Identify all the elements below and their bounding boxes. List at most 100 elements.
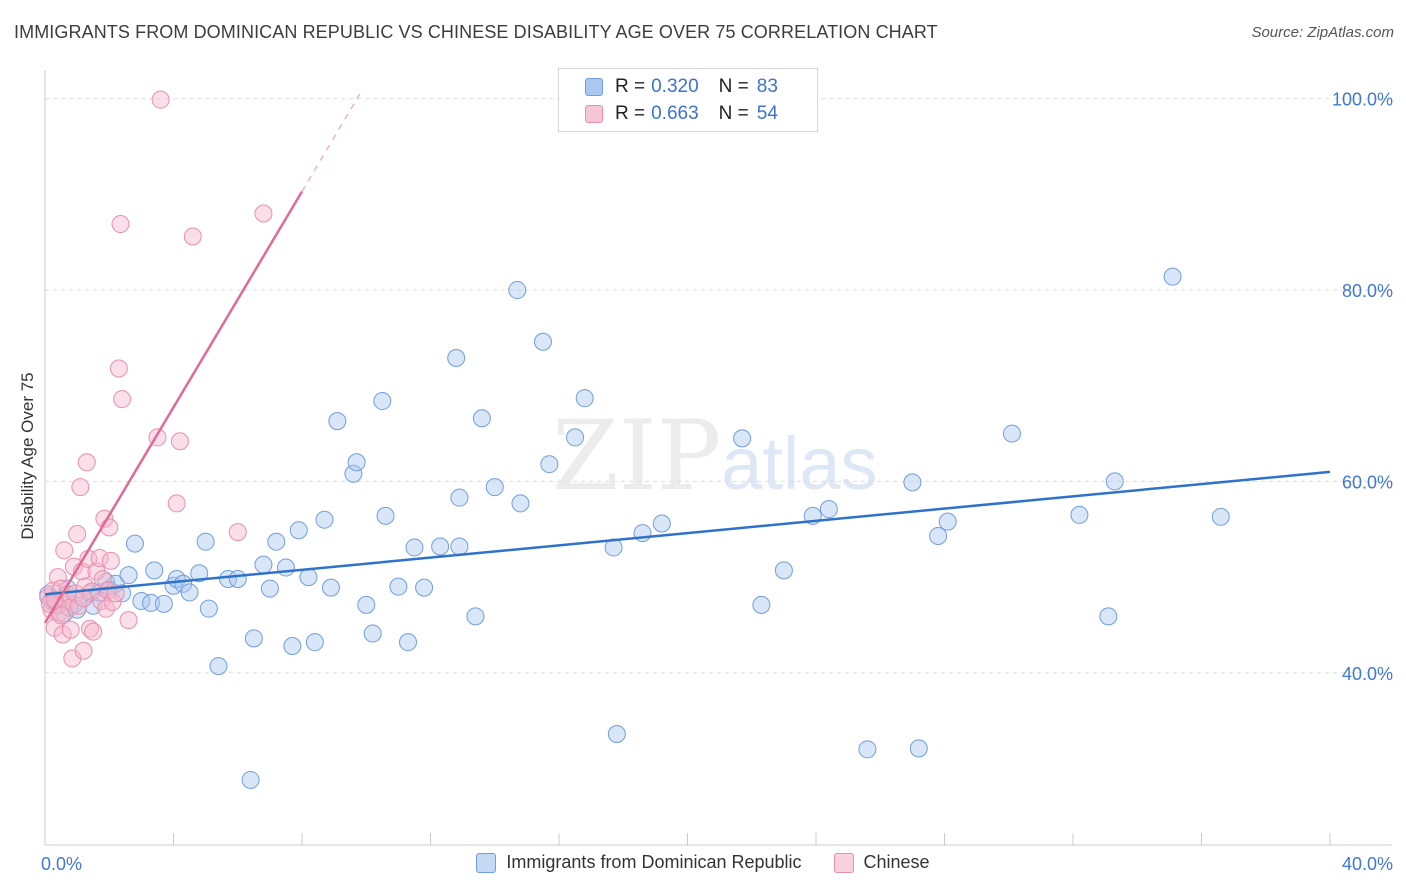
data-point-dominican: [260, 579, 279, 598]
data-point-chinese: [68, 525, 87, 544]
n-value: 54: [756, 103, 778, 124]
data-point-dominican: [1099, 607, 1118, 626]
data-point-chinese: [55, 541, 74, 560]
n-value: 83: [756, 76, 778, 97]
data-point-chinese: [167, 494, 186, 513]
data-point-chinese: [97, 599, 116, 618]
legend-swatch-blue: [476, 852, 497, 873]
source-credit: Source: ZipAtlas.com: [1251, 24, 1394, 41]
data-point-dominican: [276, 558, 295, 577]
data-point-chinese: [119, 611, 138, 630]
data-point-chinese: [109, 359, 128, 378]
data-point-dominican: [540, 455, 559, 474]
data-point-dominican: [283, 636, 302, 655]
data-point-dominican: [652, 514, 671, 533]
n-label: N =: [718, 103, 749, 124]
data-point-dominican: [929, 526, 948, 545]
data-point-dominican: [1211, 507, 1230, 526]
data-point-dominican: [1105, 472, 1124, 491]
trend-line-chinese: [43, 190, 304, 624]
data-point-dominican: [466, 607, 485, 626]
data-point-chinese: [71, 478, 90, 497]
data-point-dominican: [219, 570, 238, 589]
y-tick-label: 60.0%: [1342, 472, 1393, 492]
stats-row-dominican: R = 0.320 N = 83: [585, 75, 778, 99]
data-point-dominican: [315, 510, 334, 529]
trend-line-chinese-extension: [301, 93, 361, 192]
data-point-dominican: [209, 657, 228, 676]
trend-line-dominican: [44, 470, 1331, 596]
data-point-dominican: [774, 561, 793, 580]
legend-label-dominican: Immigrants from Dominican Republic: [506, 852, 802, 872]
data-point-chinese: [183, 227, 202, 246]
data-point-chinese: [84, 622, 103, 641]
data-point-chinese: [113, 390, 132, 409]
stats-legend: R = 0.320 N = 83 R = 0.663 N = 54: [558, 68, 818, 132]
legend-label-chinese: Chinese: [863, 852, 930, 872]
data-point-chinese: [74, 641, 93, 660]
data-point-chinese: [111, 215, 130, 234]
data-point-dominican: [938, 512, 957, 531]
data-point-dominican: [472, 409, 491, 428]
x-tick-label: 0.0%: [41, 854, 82, 874]
data-point-chinese: [61, 620, 80, 639]
data-point-dominican: [533, 332, 552, 351]
data-point-chinese: [90, 548, 109, 567]
data-point-dominican: [819, 500, 838, 519]
data-point-dominican: [903, 473, 922, 492]
data-point-chinese: [52, 606, 71, 625]
r-label: R =: [615, 76, 646, 97]
data-point-dominican: [199, 599, 218, 618]
data-point-dominican: [1070, 505, 1089, 524]
data-point-chinese: [228, 523, 247, 542]
data-point-dominican: [363, 624, 382, 643]
data-point-chinese: [87, 562, 106, 581]
data-point-dominican: [389, 577, 408, 596]
legend-item-dominican: Immigrants from Dominican Republic: [476, 852, 802, 873]
data-point-dominican: [154, 594, 173, 613]
data-point-dominican: [289, 521, 308, 540]
data-point-chinese: [93, 570, 112, 589]
data-point-dominican: [244, 629, 263, 648]
data-point-dominican: [254, 555, 273, 574]
data-point-dominican: [607, 725, 626, 744]
data-point-dominican: [399, 633, 418, 652]
data-point-dominican: [347, 453, 366, 472]
data-point-chinese: [170, 432, 189, 451]
data-point-dominican: [305, 633, 324, 652]
data-point-dominican: [190, 564, 209, 583]
data-point-dominican: [575, 389, 594, 408]
data-point-dominican: [357, 595, 376, 614]
y-tick-label: 40.0%: [1342, 664, 1393, 684]
data-point-dominican: [373, 392, 392, 411]
r-label: R =: [615, 103, 646, 124]
data-point-dominican: [328, 412, 347, 431]
n-label: N =: [718, 76, 749, 97]
data-point-dominican: [1002, 424, 1021, 443]
chart-title: IMMIGRANTS FROM DOMINICAN REPUBLIC VS CH…: [14, 22, 938, 42]
data-point-dominican: [447, 348, 466, 367]
data-point-dominican: [241, 770, 260, 789]
data-point-dominican: [858, 740, 877, 759]
data-point-chinese: [77, 453, 96, 472]
data-point-chinese: [80, 619, 99, 638]
data-point-dominican: [405, 538, 424, 557]
data-point-dominican: [180, 583, 199, 602]
data-point-dominican: [733, 429, 752, 448]
data-point-dominican: [196, 532, 215, 551]
data-point-dominican: [267, 532, 286, 551]
data-point-dominican: [228, 570, 247, 589]
data-point-dominican: [415, 578, 434, 597]
r-value: 0.320: [651, 76, 699, 97]
data-point-dominican: [299, 568, 318, 587]
data-point-dominican: [450, 537, 469, 556]
data-point-dominican: [119, 566, 138, 585]
data-point-dominican: [450, 488, 469, 507]
data-point-dominican: [566, 428, 585, 447]
r-value: 0.663: [651, 103, 699, 124]
data-point-dominican: [508, 281, 527, 300]
data-point-dominican: [376, 506, 395, 525]
data-point-dominican: [909, 739, 928, 758]
data-point-dominican: [485, 478, 504, 497]
